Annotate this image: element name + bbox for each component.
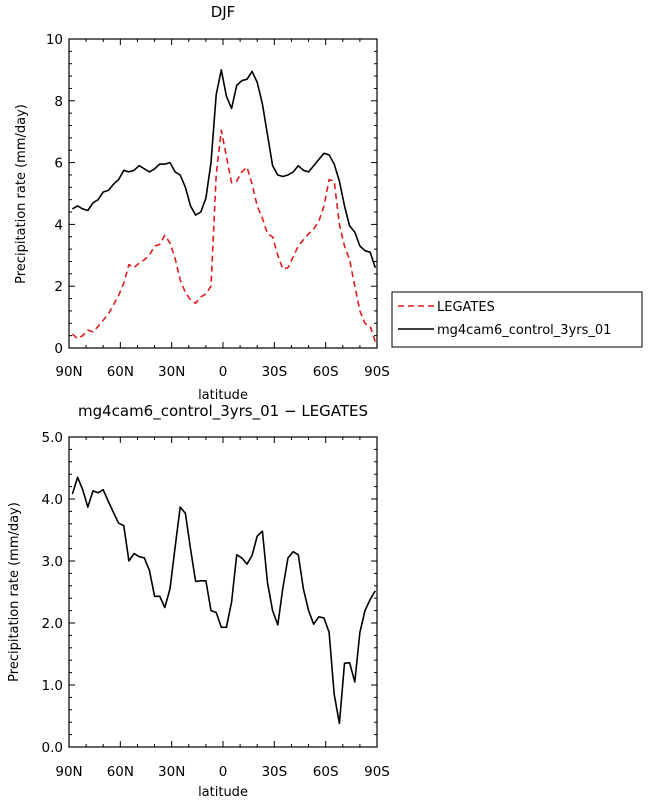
x-tick-label: 0 bbox=[219, 764, 228, 780]
bottom-chart-title: mg4cam6_control_3yrs_01 − LEGATES bbox=[78, 402, 368, 421]
y-tick-label: 0.0 bbox=[42, 740, 63, 756]
top-chart-plot-frame bbox=[68, 38, 378, 349]
x-tick-label: 60N bbox=[107, 764, 134, 780]
x-tick-label: 60N bbox=[107, 364, 134, 380]
top-chart: DJF Precipitation rate (mm/day) latitude… bbox=[14, 3, 390, 403]
top-chart-xlabel: latitude bbox=[198, 388, 248, 403]
y-tick-label: 10 bbox=[46, 32, 63, 48]
x-tick-label: 30N bbox=[158, 764, 185, 780]
y-tick-label: 3.0 bbox=[42, 554, 63, 570]
series-line-legates bbox=[71, 129, 377, 343]
legend-label-legates: LEGATES bbox=[437, 300, 495, 315]
x-tick-label: 90S bbox=[364, 364, 390, 380]
legend-frame bbox=[391, 291, 643, 348]
bottom-chart-plot-frame bbox=[68, 436, 378, 748]
y-tick-label: 4 bbox=[54, 217, 63, 233]
x-tick-label: 90S bbox=[364, 764, 390, 780]
y-tick-label: 0 bbox=[54, 341, 63, 357]
x-tick-label: 30S bbox=[261, 364, 287, 380]
top-chart-legend: LEGATES mg4cam6_control_3yrs_01 bbox=[391, 291, 643, 348]
y-tick-label: 5.0 bbox=[42, 430, 63, 446]
bottom-chart: mg4cam6_control_3yrs_01 − LEGATES Precip… bbox=[7, 402, 390, 800]
y-tick-label: 4.0 bbox=[42, 492, 63, 508]
y-tick-label: 2.0 bbox=[42, 616, 63, 632]
top-chart-ylabel: Precipitation rate (mm/day) bbox=[14, 104, 29, 284]
x-tick-label: 60S bbox=[313, 764, 339, 780]
y-tick-label: 6 bbox=[54, 156, 63, 172]
y-tick-label: 8 bbox=[54, 94, 63, 110]
series-line-difference bbox=[71, 476, 376, 725]
series-line-mg4cam6-control-3yrs-01 bbox=[72, 69, 377, 268]
top-chart-title: DJF bbox=[211, 3, 236, 21]
x-tick-label: 0 bbox=[219, 364, 228, 380]
legend-label-model: mg4cam6_control_3yrs_01 bbox=[437, 323, 611, 338]
x-tick-label: 30S bbox=[261, 764, 287, 780]
x-tick-label: 90N bbox=[55, 764, 82, 780]
x-tick-label: 60S bbox=[313, 364, 339, 380]
x-tick-label: 30N bbox=[158, 364, 185, 380]
y-tick-label: 1.0 bbox=[42, 678, 63, 694]
x-tick-label: 90N bbox=[55, 364, 82, 380]
y-tick-label: 2 bbox=[54, 279, 63, 295]
bottom-chart-ylabel: Precipitation rate (mm/day) bbox=[7, 502, 22, 682]
bottom-chart-xlabel: latitude bbox=[198, 785, 248, 800]
